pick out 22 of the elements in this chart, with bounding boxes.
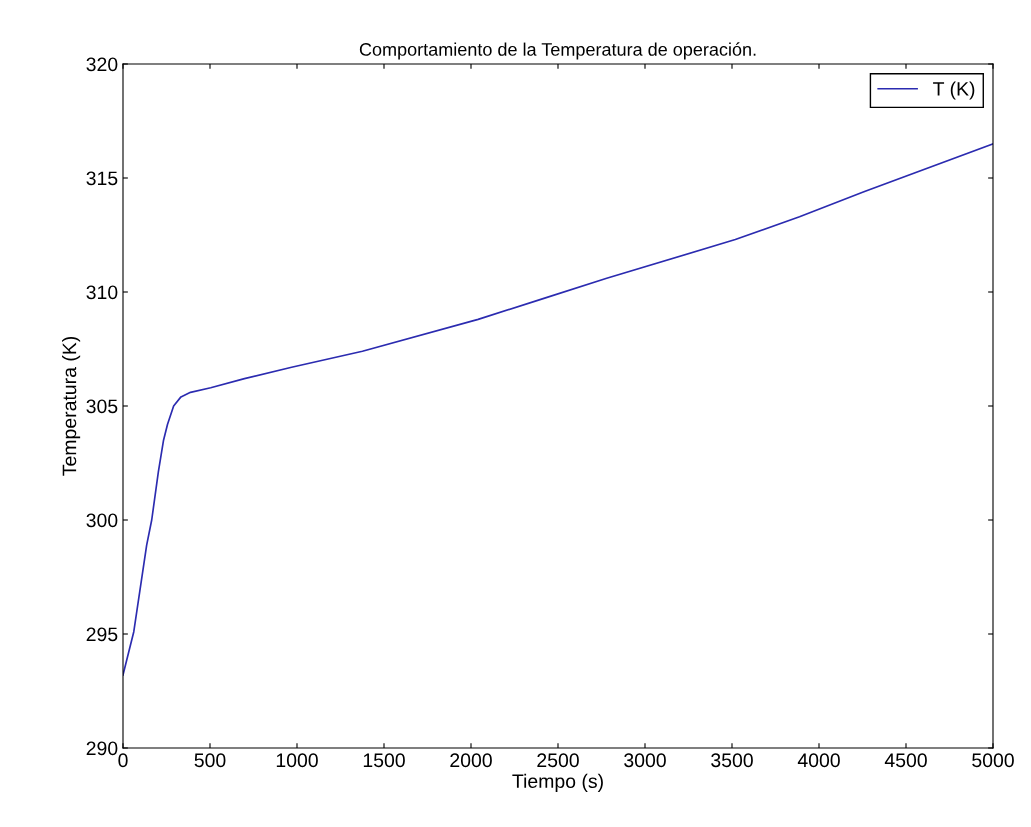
y-tick-label: 295 bbox=[86, 627, 118, 642]
x-tick-label: 5000 bbox=[972, 753, 1014, 768]
y-tick-label: 290 bbox=[86, 741, 118, 756]
x-tick-label: 2000 bbox=[450, 753, 492, 768]
x-tick-label: 2500 bbox=[537, 753, 579, 768]
y-axis-title: Temperatura (K) bbox=[62, 336, 81, 476]
y-tick-label: 315 bbox=[86, 171, 118, 186]
x-tick-label: 1500 bbox=[363, 753, 405, 768]
x-tick-label: 0 bbox=[118, 753, 128, 768]
y-tick-label: 310 bbox=[86, 285, 118, 300]
x-tick-label: 3500 bbox=[711, 753, 753, 768]
x-tick-label: 4000 bbox=[797, 753, 840, 768]
x-axis-title: Tiempo (s) bbox=[512, 773, 603, 792]
x-tick-label: 500 bbox=[194, 753, 226, 768]
legend-label: T (K) bbox=[933, 81, 975, 100]
x-tick-label: 3000 bbox=[624, 753, 666, 768]
chart-title: Comportamiento de la Temperatura de operación. bbox=[359, 42, 756, 60]
y-tick-label: 305 bbox=[86, 399, 118, 414]
y-tick-label: 300 bbox=[86, 513, 118, 528]
x-tick-label: 1000 bbox=[276, 753, 318, 768]
y-tick-label: 320 bbox=[86, 57, 118, 72]
x-tick-label: 4500 bbox=[884, 753, 927, 768]
